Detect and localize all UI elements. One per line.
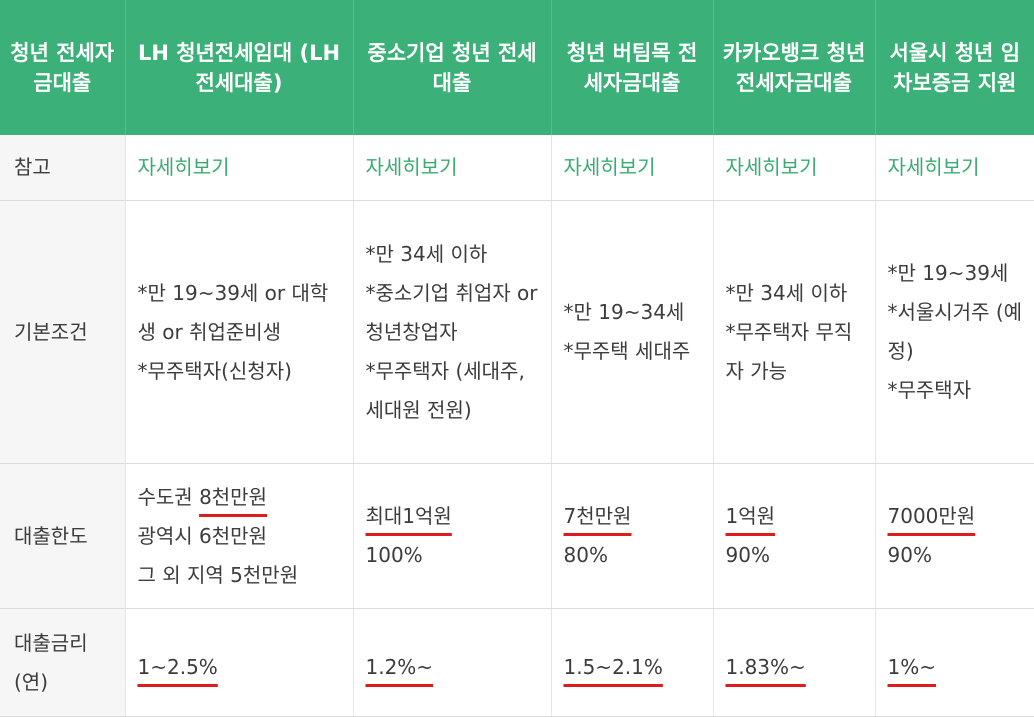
header-kakao: 카카오뱅크 청년 전세자금대출	[713, 0, 876, 135]
cell-beotimmok-reference: 자세히보기	[551, 135, 714, 201]
rate-value: 1%~	[887, 655, 937, 679]
cell-beotimmok-conditions: *만 19~34세 *무주택 세대주	[551, 200, 714, 464]
loan-limit-row: 대출한도 수도권 8천만원 광역시 6천만원 그 외 지역 5천만원 최대1억원…	[0, 463, 1034, 609]
condition-item: *만 19~39세 or 대학생 or 취업준비생	[137, 280, 329, 344]
cell-lh-limit: 수도권 8천만원 광역시 6천만원 그 외 지역 5천만원	[125, 463, 354, 609]
cell-beotimmok-rate: 1.5~2.1%	[551, 608, 714, 717]
condition-item: *만 19~34세	[563, 300, 685, 324]
condition-item: *만 19~39세	[887, 261, 1009, 285]
interest-rate-label-main: 대출금리	[14, 630, 88, 655]
cell-sme-rate: 1.2%~	[353, 608, 552, 717]
cell-seoul-limit: 7000만원 90%	[875, 463, 1034, 609]
limit-ratio: 100%	[365, 543, 423, 567]
header-seoul: 서울시 청년 임차보증금 지원	[875, 0, 1034, 135]
limit-line-metro: 광역시 6천만원	[137, 523, 267, 548]
reference-label: 참고	[0, 135, 126, 201]
header-category: 청년 전세자금대출	[0, 0, 126, 135]
cell-lh-rate: 1~2.5%	[125, 608, 354, 717]
condition-item: *무주택자	[887, 378, 972, 402]
limit-amount-capital: 8천만원	[199, 484, 267, 509]
limit-ratio: 80%	[563, 543, 608, 567]
cell-sme-limit: 최대1억원 100%	[353, 463, 552, 609]
condition-item: *무주택자 무직자 가능	[725, 319, 853, 383]
header-lh: LH 청년전세임대 (LH 전세대출)	[125, 0, 354, 135]
cell-beotimmok-limit: 7천만원 80%	[551, 463, 714, 609]
details-link-lh[interactable]: 자세히보기	[137, 155, 230, 179]
limit-amount: 7000만원	[887, 504, 976, 528]
cell-kakao-rate: 1.83%~	[713, 608, 876, 717]
rate-value: 1~2.5%	[137, 655, 218, 679]
cell-kakao-limit: 1억원 90%	[713, 463, 876, 609]
cell-kakao-conditions: *만 34세 이하 *무주택자 무직자 가능	[713, 200, 876, 464]
condition-item: *무주택 세대주	[563, 339, 691, 363]
limit-ratio: 90%	[887, 543, 932, 567]
condition-item: *만 34세 이하	[365, 241, 488, 266]
rate-value: 1.2%~	[365, 655, 434, 679]
interest-rate-row: 대출금리 (연) 1~2.5% 1.2%~ 1.5~2.1% 1.83%~ 1%…	[0, 608, 1034, 717]
loan-limit-label: 대출한도	[0, 463, 126, 609]
header-row: 청년 전세자금대출 LH 청년전세임대 (LH 전세대출) 중소기업 청년 전세…	[0, 0, 1034, 135]
conditions-label: 기본조건	[0, 200, 126, 464]
limit-region-capital: 수도권	[137, 484, 200, 509]
cell-seoul-conditions: *만 19~39세 *서울시거주 (예정) *무주택자	[875, 200, 1034, 464]
interest-rate-label: 대출금리 (연)	[0, 608, 126, 717]
condition-item: *서울시거주 (예정)	[887, 300, 1023, 363]
limit-amount: 1억원	[725, 504, 776, 528]
condition-item: *중소기업 취업자 or 청년창업자	[365, 280, 538, 344]
reference-row: 참고 자세히보기 자세히보기 자세히보기 자세히보기 자세히보기	[0, 135, 1034, 201]
cell-lh-conditions: *만 19~39세 or 대학생 or 취업준비생 *무주택자(신청자)	[125, 200, 354, 464]
interest-rate-label-unit: (연)	[14, 669, 49, 694]
rate-value: 1.5~2.1%	[563, 655, 663, 679]
header-beotimmok: 청년 버팀목 전세자금대출	[551, 0, 714, 135]
rate-value: 1.83%~	[725, 655, 806, 679]
details-link-seoul[interactable]: 자세히보기	[887, 155, 980, 179]
details-link-sme[interactable]: 자세히보기	[365, 155, 458, 179]
cell-seoul-rate: 1%~	[875, 608, 1034, 717]
cell-seoul-reference: 자세히보기	[875, 135, 1034, 201]
limit-ratio: 90%	[725, 543, 770, 567]
cell-kakao-reference: 자세히보기	[713, 135, 876, 201]
header-sme: 중소기업 청년 전세대출	[353, 0, 552, 135]
details-link-beotimmok[interactable]: 자세히보기	[563, 155, 656, 179]
condition-item: *만 34세 이하	[725, 280, 848, 305]
limit-amount: 7천만원	[563, 504, 632, 528]
limit-line-other: 그 외 지역 5천만원	[137, 562, 299, 587]
cell-sme-conditions: *만 34세 이하 *중소기업 취업자 or 청년창업자 *무주택자 (세대주,…	[353, 200, 552, 464]
conditions-row: 기본조건 *만 19~39세 or 대학생 or 취업준비생 *무주택자(신청자…	[0, 200, 1034, 464]
details-link-kakao[interactable]: 자세히보기	[725, 155, 818, 179]
condition-item: *무주택자(신청자)	[137, 358, 292, 383]
limit-line-capital: 수도권 8천만원	[138, 478, 343, 517]
limit-amount: 최대1억원	[365, 504, 452, 528]
cell-lh-reference: 자세히보기	[125, 135, 354, 201]
cell-sme-reference: 자세히보기	[353, 135, 552, 201]
condition-item: *무주택자 (세대주, 세대원 전원)	[365, 358, 525, 422]
